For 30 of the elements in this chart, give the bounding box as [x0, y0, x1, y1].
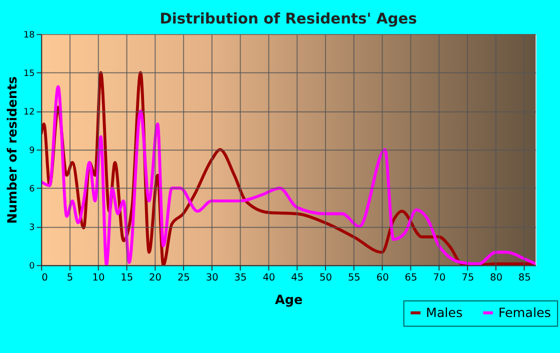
y-tick-label: 12 — [24, 108, 35, 118]
chart-title: Distribution of Residents' Ages — [160, 10, 418, 28]
x-tick-label: 25 — [177, 272, 190, 284]
x-tick-label: 0 — [42, 272, 48, 284]
x-tick-label: 30 — [206, 272, 218, 284]
x-tick-label: 45 — [291, 272, 304, 284]
y-axis-title: Number of residents — [4, 76, 20, 224]
x-axis-title: Age — [275, 292, 303, 307]
legend-label: Females — [498, 304, 551, 320]
y-tick-label: 18 — [24, 30, 35, 40]
x-tick-label: 5 — [66, 272, 74, 284]
x-tick-label: 85 — [518, 272, 531, 284]
x-tick-label: 35 — [234, 272, 247, 284]
y-tick-label: 0 — [29, 262, 36, 272]
x-tick-label: 55 — [348, 272, 360, 284]
x-tick-label: 15 — [120, 272, 134, 284]
y-tick-label: 6 — [29, 184, 36, 195]
y-tick-label: 15 — [24, 69, 35, 79]
y-tick-label: 9 — [29, 146, 35, 156]
x-tick-label: 10 — [92, 272, 105, 284]
x-tick-label: 20 — [149, 272, 162, 284]
x-tick-label: 50 — [320, 272, 332, 284]
y-tick-label: 3 — [29, 223, 35, 234]
x-tick-label: 75 — [462, 272, 474, 284]
x-tick-label: 40 — [262, 272, 276, 284]
x-tick-label: 80 — [490, 272, 502, 284]
legend-label: Males — [426, 304, 463, 320]
x-tick-label: 65 — [404, 272, 418, 284]
x-tick-label: 60 — [376, 272, 389, 284]
x-tick-label: 70 — [433, 272, 446, 284]
